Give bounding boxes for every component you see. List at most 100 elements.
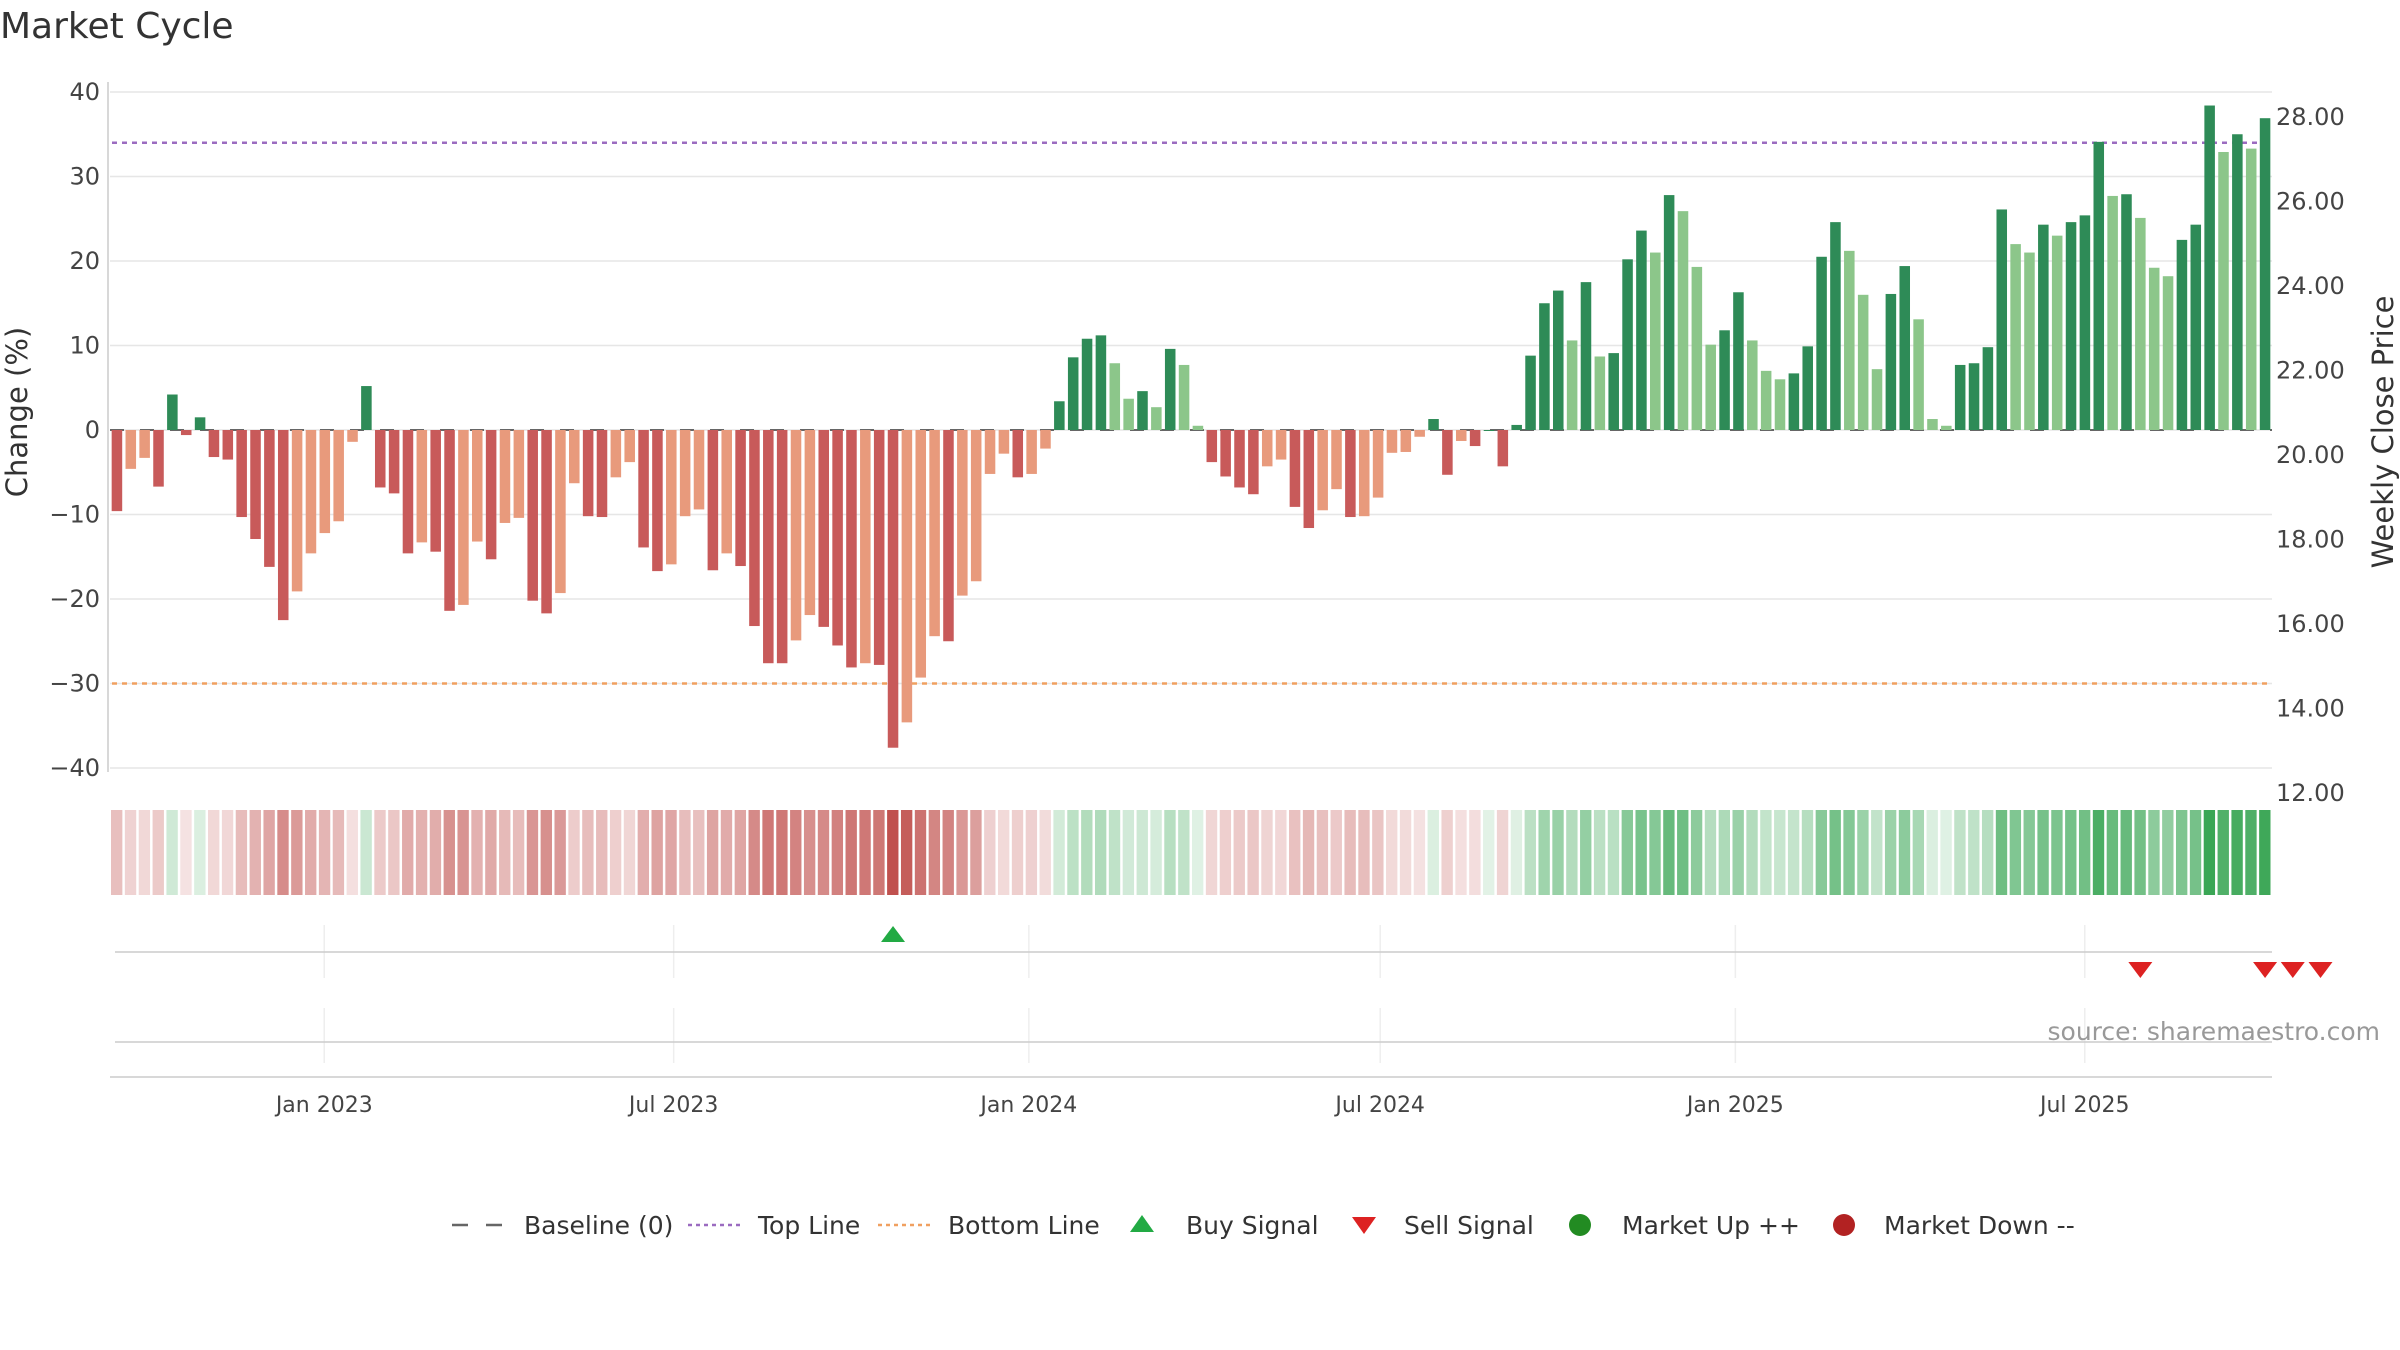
bar (208, 430, 220, 458)
strip-cell (194, 810, 206, 895)
strip-cell (263, 810, 275, 895)
strip-cell (845, 810, 857, 895)
strip-cell (2148, 810, 2160, 895)
legend-label-top: Top Line (757, 1211, 860, 1240)
x-tick-label: Jan 2023 (274, 1093, 373, 1118)
bar (1636, 230, 1647, 430)
reference-lines (110, 141, 2272, 685)
bar (749, 430, 760, 627)
strip-cell (2203, 810, 2216, 895)
bar (1469, 430, 1481, 447)
strip-cell (360, 810, 372, 895)
strip-cell (706, 810, 719, 895)
bar (832, 430, 843, 646)
strip-cell (1871, 810, 1883, 895)
bar (1248, 430, 1259, 495)
change-bars (111, 105, 2271, 748)
strip-cell (2231, 810, 2243, 895)
strip-cell (887, 810, 899, 895)
bar (2065, 222, 2077, 430)
strip-cell (1912, 810, 1925, 895)
bar (444, 430, 455, 611)
bar (333, 430, 344, 522)
strip-cell (1524, 810, 1536, 895)
left-tick-label: −20 (49, 585, 100, 613)
bar (319, 430, 331, 534)
strip-cell (249, 810, 261, 895)
bar (1830, 222, 1841, 430)
bar (1137, 391, 1148, 430)
strip-cell (1247, 810, 1259, 895)
bar (1719, 330, 1730, 430)
strip-cell (859, 810, 871, 895)
legend-buy-swatch (1130, 1215, 1154, 1232)
bar (582, 430, 594, 517)
bar (388, 430, 400, 494)
right-axis-ticks: 28.00 26.00 24.00 22.00 20.00 18.00 16.00 14.00… (2276, 103, 2345, 807)
strip-cell (2259, 810, 2271, 895)
bar (915, 430, 927, 678)
bar (929, 430, 940, 637)
strip-cell (1760, 810, 1772, 895)
bar (402, 430, 414, 554)
strip-cell (2037, 810, 2049, 895)
legend-label-down: Market Down -- (1884, 1211, 2075, 1240)
strip-cell (817, 810, 830, 895)
bar (2121, 194, 2132, 430)
left-axis-ticks: 40 30 20 10 0 −10 −20 −30 −40 (49, 78, 100, 782)
bar (1733, 292, 1744, 430)
strip-cell (471, 810, 483, 895)
strip-cell (1399, 810, 1412, 895)
bar (2148, 267, 2160, 430)
strip-cell (1081, 810, 1093, 895)
strip-cell (693, 810, 705, 895)
bar (1331, 430, 1342, 490)
bar (957, 430, 968, 596)
strip-cell (651, 810, 663, 895)
strip-cell (803, 810, 816, 895)
strip-cell (221, 810, 234, 895)
strip-cell (984, 810, 996, 895)
strip-cell (388, 810, 400, 895)
strip-cell (1857, 810, 1869, 895)
bar (1663, 195, 1675, 430)
x-tick-label: Jan 2024 (978, 1093, 1077, 1118)
left-tick-label: −10 (49, 501, 100, 529)
bar (707, 430, 719, 571)
strip-cell (2217, 810, 2229, 895)
bar (1206, 430, 1218, 463)
bar (153, 430, 164, 487)
bar (374, 430, 386, 488)
bar (347, 430, 358, 442)
left-tick-label: 30 (69, 163, 100, 191)
bar (111, 430, 123, 512)
strip-cell (970, 810, 982, 895)
strip-cell (1510, 810, 1523, 895)
strip-cell (2134, 810, 2146, 895)
x-tick-label: Jul 2025 (2038, 1093, 2130, 1118)
strip-cell (318, 810, 331, 895)
strip-cell (235, 810, 248, 895)
bar (1054, 401, 1065, 430)
legend-market-up-swatch (1569, 1214, 1591, 1236)
bar (873, 430, 885, 665)
legend-label-up: Market Up ++ (1622, 1211, 1800, 1240)
strip-cell (1289, 810, 1301, 895)
source-label: source: sharemaestro.com (2048, 1017, 2381, 1046)
strip-cell (1635, 810, 1647, 895)
bar (652, 430, 663, 572)
right-tick-label: 12.00 (2276, 779, 2345, 807)
bar (943, 430, 954, 642)
strip-cell (679, 810, 691, 895)
left-tick-label: 10 (69, 332, 100, 360)
left-tick-label: 0 (85, 416, 100, 444)
strip-cell (415, 810, 428, 895)
bar (1608, 353, 1619, 430)
strip-cell (2023, 810, 2035, 895)
strip-cell (1067, 810, 1079, 895)
strip-cell (1413, 810, 1426, 895)
strip-cell (1053, 810, 1065, 895)
bar (970, 430, 982, 582)
strip-cell (499, 810, 511, 895)
bar (1095, 335, 1107, 430)
